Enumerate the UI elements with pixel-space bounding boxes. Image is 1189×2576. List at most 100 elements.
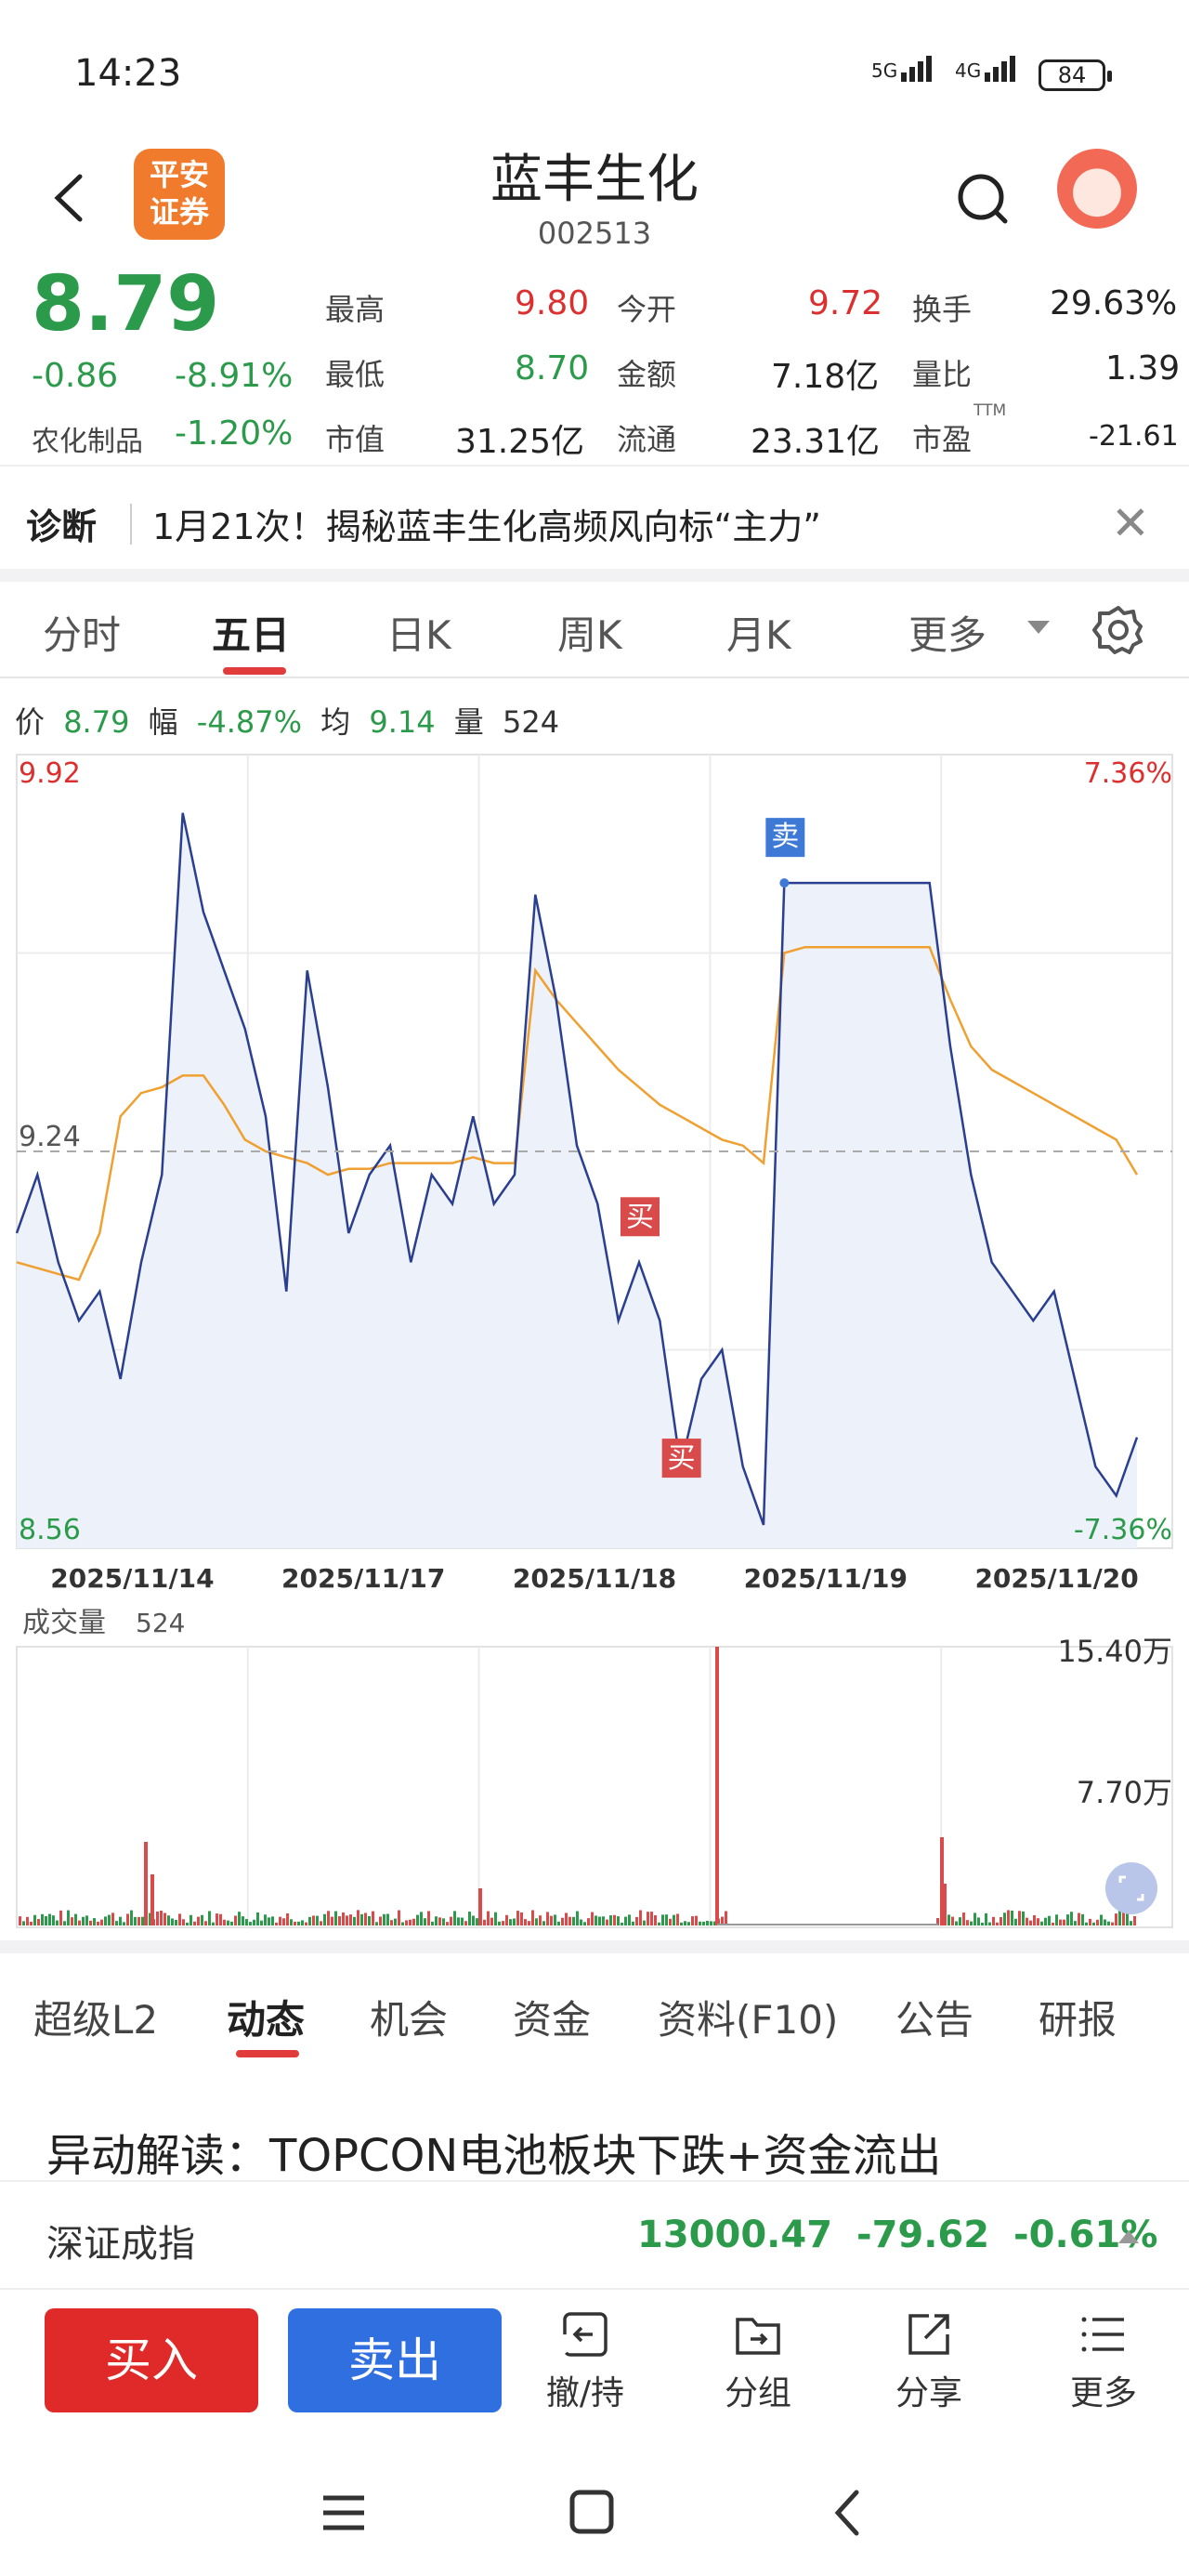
tab-dynamics[interactable]: 动态 (227, 1997, 306, 2043)
settings-button[interactable] (1092, 604, 1144, 656)
volume-bar (234, 1915, 237, 1925)
volume-bar (1007, 1910, 1010, 1925)
chevron-up-icon[interactable] (1118, 2230, 1139, 2243)
volume-bar (643, 1920, 646, 1925)
volume-bar (1133, 1915, 1136, 1925)
volume-bar (1078, 1912, 1080, 1925)
volume-bar (334, 1911, 337, 1925)
tab-opportunity[interactable]: 机会 (370, 1997, 449, 2043)
volume-bar (294, 1921, 296, 1925)
index-values: 13000.47 -79.62 -0.61% (637, 2214, 1157, 2256)
sell-marker-label: 卖 (771, 821, 799, 853)
volume-bar (725, 1911, 727, 1925)
sell-button[interactable]: 卖出 (288, 2308, 502, 2412)
volume-bar (74, 1913, 77, 1925)
active-tab-indicator (223, 667, 286, 675)
volume-chart[interactable]: 成交量 524 15.40万 7.70万 (0, 1600, 1189, 1935)
volume-bar (1096, 1919, 1099, 1925)
recents-icon[interactable] (316, 2485, 372, 2541)
index-ticker[interactable]: 深证成指 13000.47 -79.62 -0.61% (0, 2180, 1189, 2290)
info-amp: -4.87% (196, 704, 302, 740)
group-button[interactable]: 分组 (693, 2308, 823, 2420)
volume-bar (680, 1922, 683, 1925)
info-tabs: 超级L2 动态 机会 资金 资料(F10) 公告 研报 (0, 1953, 1189, 2065)
volume-bar (624, 1916, 627, 1925)
volume-bar (550, 1915, 553, 1925)
volume-bar (45, 1916, 47, 1925)
tab-super-l2[interactable]: 超级L2 (33, 1997, 159, 2043)
float-value: 23.31亿 (751, 423, 881, 461)
tab-fenshi[interactable]: 分时 (43, 612, 122, 658)
diagnosis-banner[interactable]: 诊断 1月21次！揭秘蓝丰生化高频风向标“主力” ✕ (0, 472, 1189, 572)
volume-bar (297, 1921, 300, 1925)
sector-name[interactable]: 农化制品 (32, 426, 143, 458)
broker-logo[interactable]: 平安 证券 (134, 149, 225, 240)
tab-research[interactable]: 研报 (1039, 1997, 1117, 2043)
tab-month-k[interactable]: 月K (726, 612, 791, 658)
chart-tabs: 分时 五日 日K 周K 月K 更多 (0, 585, 1189, 678)
volume-bar (955, 1921, 958, 1925)
volume-bar (282, 1918, 285, 1925)
volume-bar (639, 1910, 642, 1925)
volume-bar (966, 1920, 969, 1925)
volume-bar (115, 1921, 118, 1925)
clock: 14:23 (74, 52, 182, 95)
tab-funds[interactable]: 资金 (513, 1997, 592, 2043)
info-avg-label: 均 (320, 704, 351, 740)
sell-dot (779, 878, 790, 888)
volume-bar (478, 1888, 482, 1925)
volume-bar (468, 1912, 471, 1925)
volume-bar (502, 1921, 504, 1925)
volume-bar (160, 1911, 163, 1925)
tab-five-day[interactable]: 五日 (212, 612, 291, 658)
volume-bar (137, 1916, 140, 1925)
tab-announcements[interactable]: 公告 (895, 1997, 974, 2043)
volume-bar (242, 1916, 244, 1925)
volume-bar (531, 1910, 534, 1925)
volume-bar (943, 1884, 947, 1925)
fullscreen-button[interactable] (1105, 1862, 1157, 1914)
more-button[interactable]: 更多 (1039, 2308, 1169, 2420)
net2-label: 4G (955, 59, 982, 82)
divider (130, 504, 132, 545)
volume-bar (290, 1919, 293, 1925)
volume-bar (245, 1919, 248, 1925)
news-headline[interactable]: 异动解读：TOPCON电池板块下跌+资金流出 (46, 2130, 942, 2182)
share-button[interactable]: 分享 (864, 2308, 994, 2420)
volume-bar (647, 1912, 649, 1925)
volume-bar (1029, 1920, 1032, 1925)
diagnosis-text[interactable]: 1月21次！揭秘蓝丰生化高频风向标“主力” (152, 506, 821, 547)
chevron-down-icon[interactable] (1027, 621, 1050, 634)
search-button[interactable] (949, 164, 1020, 234)
buy-marker-label: 买 (626, 1201, 654, 1233)
back-button[interactable] (43, 165, 98, 230)
close-icon[interactable]: ✕ (1111, 496, 1150, 550)
volume-bar (1111, 1922, 1114, 1925)
volume-bar (1037, 1918, 1039, 1925)
volume-bar (189, 1914, 192, 1925)
volume-bar (134, 1916, 137, 1925)
tab-week-k[interactable]: 周K (557, 612, 622, 658)
volume-bar (554, 1914, 556, 1925)
volume-bar (338, 1916, 341, 1925)
assistant-avatar[interactable] (1057, 149, 1137, 229)
home-icon[interactable] (565, 2485, 621, 2541)
tab-f10[interactable]: 资料(F10) (658, 1997, 839, 2043)
five-day-price-chart[interactable]: 9.92 9.24 8.56 7.36% -7.36% 2025/11/14 20… (0, 753, 1189, 1589)
tab-more[interactable]: 更多 (908, 612, 987, 658)
tab-day-k[interactable]: 日K (386, 612, 451, 658)
volume-bar (204, 1921, 207, 1925)
volume-bar (710, 1921, 712, 1925)
volume-bar (594, 1915, 597, 1925)
volume-bar (453, 1911, 456, 1925)
cancel-hold-button[interactable]: 撤/持 (520, 2308, 650, 2420)
avg-price-line (16, 945, 1139, 1281)
diagnosis-label: 诊断 (26, 506, 98, 547)
active-tab-indicator (236, 2050, 299, 2057)
volume-bar (52, 1915, 55, 1925)
info-avg: 9.14 (369, 704, 436, 740)
volume-bar (461, 1917, 464, 1925)
volume-bar (342, 1912, 345, 1925)
back-nav-icon[interactable] (823, 2485, 879, 2541)
buy-button[interactable]: 买入 (45, 2308, 258, 2412)
